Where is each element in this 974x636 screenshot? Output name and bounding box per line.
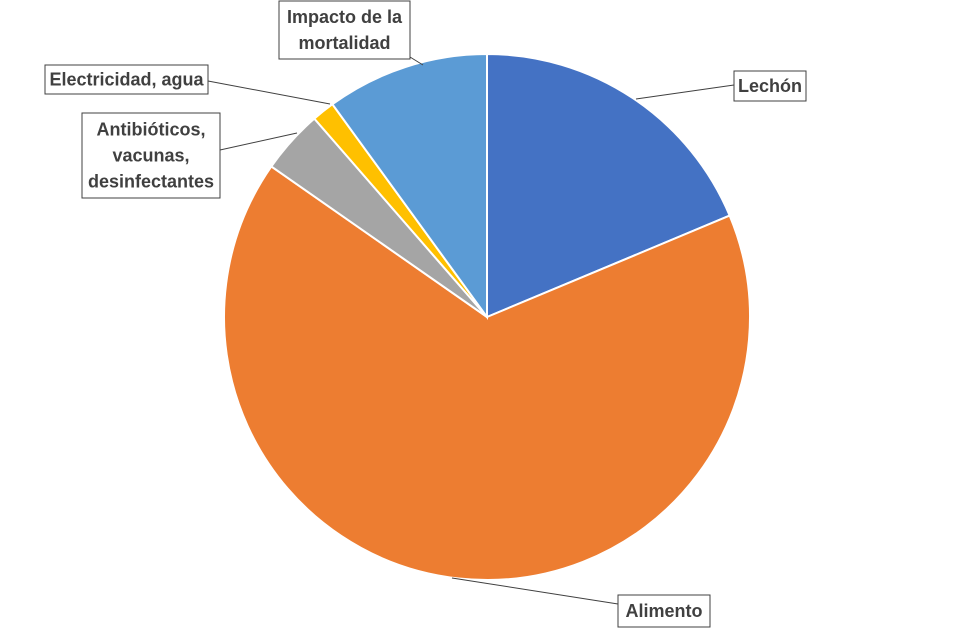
- leader-lines: [207, 56, 735, 605]
- data-label-box: [733, 70, 807, 102]
- slice-labels: Lechón Alimento Antibióticos, vacunas, desin…: [44, 0, 807, 628]
- data-label-box: [278, 0, 411, 60]
- leader-line-2: [451, 577, 619, 605]
- data-label-box: [44, 64, 209, 95]
- pie-slice-5: [331, 52, 488, 321]
- leader-line-5: [409, 56, 424, 66]
- data-label-box: [617, 594, 711, 628]
- data-label-text: Antibióticos, vacunas, desinfectantes: [88, 120, 214, 192]
- leader-line-1: [635, 84, 735, 100]
- data-label-text: Alimento: [625, 601, 702, 621]
- data-label-text: Impacto de la mortalidad: [287, 7, 403, 53]
- data-label-2: Alimento: [617, 594, 711, 628]
- leader-line-4: [207, 80, 331, 105]
- pie-slices: [223, 52, 751, 581]
- data-label-box: [81, 112, 221, 199]
- data-label-5: Impacto de la mortalidad: [278, 0, 411, 60]
- data-label-3: Antibióticos, vacunas, desinfectantes: [81, 112, 221, 199]
- leader-line-3: [219, 132, 298, 151]
- data-label-4: Electricidad, agua: [44, 64, 209, 95]
- data-label-text: Lechón: [738, 76, 802, 96]
- data-label-1: Lechón: [733, 70, 807, 102]
- pie-slice-2: [223, 165, 751, 581]
- pie-slice-1: [486, 52, 731, 319]
- data-label-text: Electricidad, agua: [49, 70, 204, 90]
